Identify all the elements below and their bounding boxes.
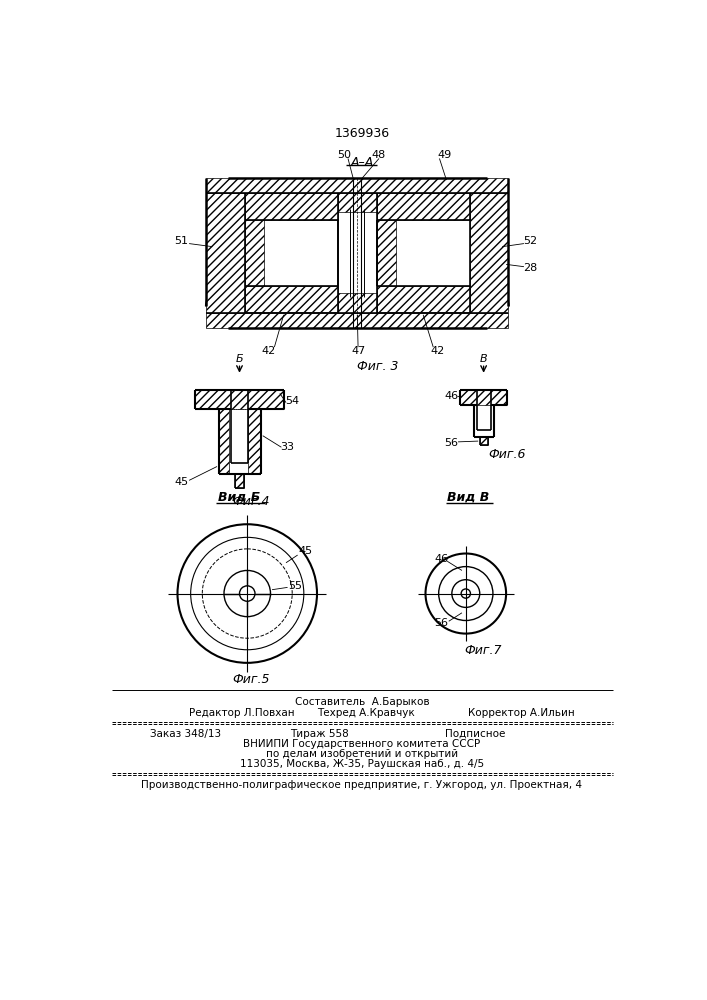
Text: 56: 56 [434,618,448,628]
Text: Фиг. 3: Фиг. 3 [357,360,398,373]
Text: А–А: А–А [351,156,373,169]
Text: Вид В: Вид В [447,491,489,504]
Text: 55: 55 [288,581,303,591]
Text: Подписное: Подписное [445,729,506,739]
Text: Б: Б [235,354,243,364]
Text: 45: 45 [175,477,189,487]
Text: 113035, Москва, Ж-35, Раушская наб., д. 4/5: 113035, Москва, Ж-35, Раушская наб., д. … [240,759,484,769]
Text: 46: 46 [434,554,448,564]
Text: 48: 48 [372,150,386,160]
Text: 33: 33 [281,442,295,452]
Text: 28: 28 [523,263,537,273]
Text: Фиг.5: Фиг.5 [233,673,270,686]
Text: Фиг.4: Фиг.4 [233,495,270,508]
Text: Фиг.6: Фиг.6 [488,448,525,461]
Text: 50: 50 [337,150,351,160]
Bar [460,389,507,405]
Text: 45: 45 [298,546,312,556]
Text: Фиг.7: Фиг.7 [464,644,501,657]
Text: 1369936: 1369936 [334,127,390,140]
Bar [245,193,264,312]
Text: В: В [480,354,487,364]
Bar [338,293,377,312]
Text: Тираж 558: Тираж 558 [290,729,349,739]
Bar [338,193,377,212]
Bar [377,193,396,312]
Text: Корректор А.Ильин: Корректор А.Ильин [468,708,575,718]
Bar [235,474,244,488]
Text: ВНИИПИ Государственного комитета СССР: ВНИИПИ Государственного комитета СССР [243,739,481,749]
Text: 46: 46 [444,391,458,401]
Text: Техред А.Кравчук: Техред А.Кравчук [317,708,415,718]
Bar [245,286,338,312]
Text: по делам изобретений и открытий: по делам изобретений и открытий [266,749,458,759]
Bar [206,178,508,193]
Text: Редактор Л.Повхан: Редактор Л.Повхан [189,708,295,718]
Text: 42: 42 [261,346,275,356]
Text: 51: 51 [175,236,188,246]
Text: 49: 49 [438,150,452,160]
Bar [248,409,260,474]
Text: Производственно-полиграфическое предприятие, г. Ужгород, ул. Проектная, 4: Производственно-полиграфическое предприя… [141,780,583,790]
Bar [469,193,508,312]
Text: Заказ 348/13: Заказ 348/13 [151,729,221,739]
Bar [195,389,284,409]
Text: Вид Б: Вид Б [218,491,261,504]
Text: Составитель  А.Барыков: Составитель А.Барыков [295,697,429,707]
Text: 47: 47 [351,346,366,356]
Text: 56: 56 [444,438,458,448]
Bar [218,409,230,474]
Bar [206,312,508,328]
Bar [480,437,488,445]
Bar [377,193,469,220]
Text: 54: 54 [285,396,299,406]
Bar [377,286,469,312]
Text: 52: 52 [523,236,537,246]
Bar [206,193,245,312]
Text: 42: 42 [430,346,444,356]
Bar [245,193,338,220]
